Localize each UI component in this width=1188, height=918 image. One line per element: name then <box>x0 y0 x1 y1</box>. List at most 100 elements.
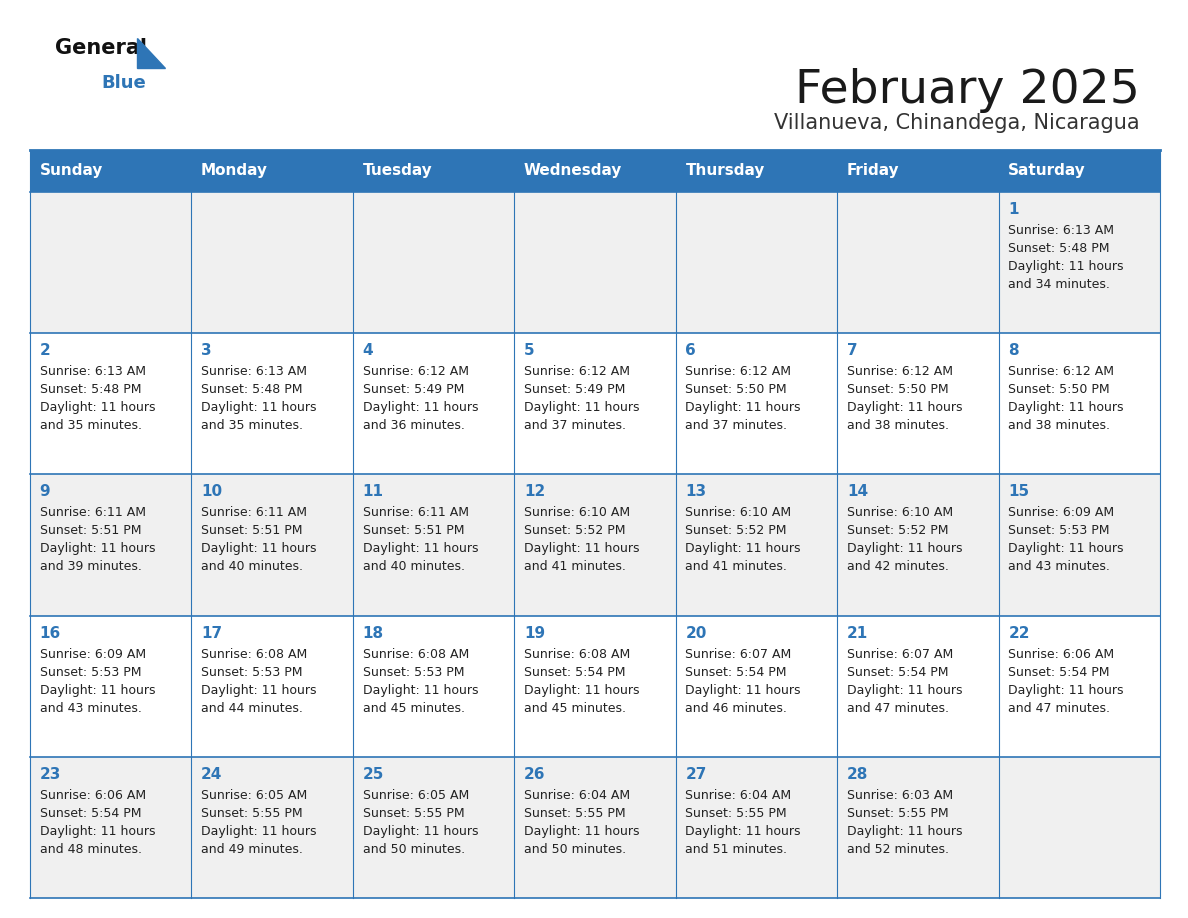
Text: Sunset: 5:52 PM: Sunset: 5:52 PM <box>524 524 625 537</box>
Text: Sunrise: 6:11 AM: Sunrise: 6:11 AM <box>362 507 468 520</box>
Text: Sunset: 5:52 PM: Sunset: 5:52 PM <box>685 524 786 537</box>
Text: Sunset: 5:54 PM: Sunset: 5:54 PM <box>524 666 625 678</box>
Text: 6: 6 <box>685 343 696 358</box>
Text: and 38 minutes.: and 38 minutes. <box>847 420 949 432</box>
Text: and 43 minutes.: and 43 minutes. <box>1009 560 1110 574</box>
Text: Sunset: 5:48 PM: Sunset: 5:48 PM <box>39 383 141 397</box>
Text: Sunset: 5:48 PM: Sunset: 5:48 PM <box>201 383 303 397</box>
Text: Sunset: 5:53 PM: Sunset: 5:53 PM <box>201 666 303 678</box>
Text: 18: 18 <box>362 625 384 641</box>
Text: Wednesday: Wednesday <box>524 163 623 178</box>
Text: Saturday: Saturday <box>1009 163 1086 178</box>
Text: and 38 minutes.: and 38 minutes. <box>1009 420 1111 432</box>
Text: Sunset: 5:54 PM: Sunset: 5:54 PM <box>39 807 141 820</box>
Text: Daylight: 11 hours: Daylight: 11 hours <box>39 824 156 838</box>
Text: Sunset: 5:53 PM: Sunset: 5:53 PM <box>1009 524 1110 537</box>
Text: and 36 minutes.: and 36 minutes. <box>362 420 465 432</box>
Text: Sunset: 5:48 PM: Sunset: 5:48 PM <box>1009 242 1110 255</box>
Text: and 50 minutes.: and 50 minutes. <box>524 843 626 856</box>
Text: 24: 24 <box>201 767 222 782</box>
Text: Sunset: 5:51 PM: Sunset: 5:51 PM <box>362 524 465 537</box>
Text: 25: 25 <box>362 767 384 782</box>
Bar <box>30 333 1159 475</box>
Text: Daylight: 11 hours: Daylight: 11 hours <box>685 684 801 697</box>
Text: 11: 11 <box>362 485 384 499</box>
Text: Daylight: 11 hours: Daylight: 11 hours <box>685 543 801 555</box>
Text: Daylight: 11 hours: Daylight: 11 hours <box>201 824 317 838</box>
Text: Sunset: 5:51 PM: Sunset: 5:51 PM <box>39 524 141 537</box>
Text: Sunrise: 6:12 AM: Sunrise: 6:12 AM <box>524 365 630 378</box>
Text: Daylight: 11 hours: Daylight: 11 hours <box>1009 684 1124 697</box>
Text: and 47 minutes.: and 47 minutes. <box>1009 701 1111 714</box>
Text: 9: 9 <box>39 485 50 499</box>
Text: Sunrise: 6:04 AM: Sunrise: 6:04 AM <box>685 789 791 801</box>
Text: Monday: Monday <box>201 163 268 178</box>
Text: Sunset: 5:50 PM: Sunset: 5:50 PM <box>847 383 948 397</box>
Text: Sunrise: 6:08 AM: Sunrise: 6:08 AM <box>524 647 630 661</box>
Text: Daylight: 11 hours: Daylight: 11 hours <box>524 684 639 697</box>
Text: and 51 minutes.: and 51 minutes. <box>685 843 788 856</box>
Text: 10: 10 <box>201 485 222 499</box>
Bar <box>30 150 1159 192</box>
Text: Sunset: 5:51 PM: Sunset: 5:51 PM <box>201 524 303 537</box>
Text: Sunrise: 6:07 AM: Sunrise: 6:07 AM <box>847 647 953 661</box>
Text: and 45 minutes.: and 45 minutes. <box>362 701 465 714</box>
Text: Daylight: 11 hours: Daylight: 11 hours <box>39 543 156 555</box>
Text: Daylight: 11 hours: Daylight: 11 hours <box>1009 543 1124 555</box>
Text: Sunset: 5:53 PM: Sunset: 5:53 PM <box>362 666 465 678</box>
Text: 2: 2 <box>39 343 50 358</box>
Text: and 49 minutes.: and 49 minutes. <box>201 843 303 856</box>
Text: Sunrise: 6:05 AM: Sunrise: 6:05 AM <box>362 789 469 801</box>
Text: 5: 5 <box>524 343 535 358</box>
Text: 21: 21 <box>847 625 868 641</box>
Text: Sunrise: 6:10 AM: Sunrise: 6:10 AM <box>685 507 791 520</box>
Text: and 50 minutes.: and 50 minutes. <box>362 843 465 856</box>
Text: and 34 minutes.: and 34 minutes. <box>1009 278 1110 291</box>
Text: Sunset: 5:49 PM: Sunset: 5:49 PM <box>362 383 465 397</box>
Text: Sunrise: 6:03 AM: Sunrise: 6:03 AM <box>847 789 953 801</box>
Text: Sunrise: 6:13 AM: Sunrise: 6:13 AM <box>39 365 146 378</box>
Text: Blue: Blue <box>101 74 146 92</box>
Text: 16: 16 <box>39 625 61 641</box>
Text: and 41 minutes.: and 41 minutes. <box>685 560 788 574</box>
Text: 13: 13 <box>685 485 707 499</box>
Text: and 42 minutes.: and 42 minutes. <box>847 560 949 574</box>
Text: Daylight: 11 hours: Daylight: 11 hours <box>1009 401 1124 414</box>
Text: 3: 3 <box>201 343 211 358</box>
Text: Sunrise: 6:12 AM: Sunrise: 6:12 AM <box>1009 365 1114 378</box>
Text: 19: 19 <box>524 625 545 641</box>
Text: General: General <box>55 38 147 58</box>
Text: Villanueva, Chinandega, Nicaragua: Villanueva, Chinandega, Nicaragua <box>775 113 1140 133</box>
Text: Daylight: 11 hours: Daylight: 11 hours <box>362 543 478 555</box>
Text: Sunset: 5:55 PM: Sunset: 5:55 PM <box>201 807 303 820</box>
Text: and 47 minutes.: and 47 minutes. <box>847 701 949 714</box>
Text: Sunrise: 6:12 AM: Sunrise: 6:12 AM <box>847 365 953 378</box>
Text: 20: 20 <box>685 625 707 641</box>
Text: Sunset: 5:55 PM: Sunset: 5:55 PM <box>524 807 626 820</box>
Text: Daylight: 11 hours: Daylight: 11 hours <box>847 543 962 555</box>
Text: Sunset: 5:52 PM: Sunset: 5:52 PM <box>847 524 948 537</box>
Text: Daylight: 11 hours: Daylight: 11 hours <box>39 401 156 414</box>
Text: Sunset: 5:55 PM: Sunset: 5:55 PM <box>847 807 948 820</box>
Text: Daylight: 11 hours: Daylight: 11 hours <box>201 684 317 697</box>
Text: February 2025: February 2025 <box>795 68 1140 113</box>
Text: Daylight: 11 hours: Daylight: 11 hours <box>524 401 639 414</box>
Text: Daylight: 11 hours: Daylight: 11 hours <box>362 824 478 838</box>
Text: Sunrise: 6:10 AM: Sunrise: 6:10 AM <box>847 507 953 520</box>
Text: Sunset: 5:50 PM: Sunset: 5:50 PM <box>685 383 786 397</box>
Text: Daylight: 11 hours: Daylight: 11 hours <box>685 824 801 838</box>
Text: and 46 minutes.: and 46 minutes. <box>685 701 788 714</box>
Text: Daylight: 11 hours: Daylight: 11 hours <box>685 401 801 414</box>
Text: 15: 15 <box>1009 485 1029 499</box>
Text: Sunrise: 6:12 AM: Sunrise: 6:12 AM <box>685 365 791 378</box>
Text: Daylight: 11 hours: Daylight: 11 hours <box>847 824 962 838</box>
Text: Sunset: 5:55 PM: Sunset: 5:55 PM <box>685 807 786 820</box>
Text: and 40 minutes.: and 40 minutes. <box>362 560 465 574</box>
Text: Sunrise: 6:04 AM: Sunrise: 6:04 AM <box>524 789 630 801</box>
Text: 27: 27 <box>685 767 707 782</box>
Bar <box>30 192 1159 333</box>
Text: Daylight: 11 hours: Daylight: 11 hours <box>1009 260 1124 273</box>
Bar <box>30 475 1159 616</box>
Text: Sunset: 5:54 PM: Sunset: 5:54 PM <box>847 666 948 678</box>
Text: Daylight: 11 hours: Daylight: 11 hours <box>847 684 962 697</box>
